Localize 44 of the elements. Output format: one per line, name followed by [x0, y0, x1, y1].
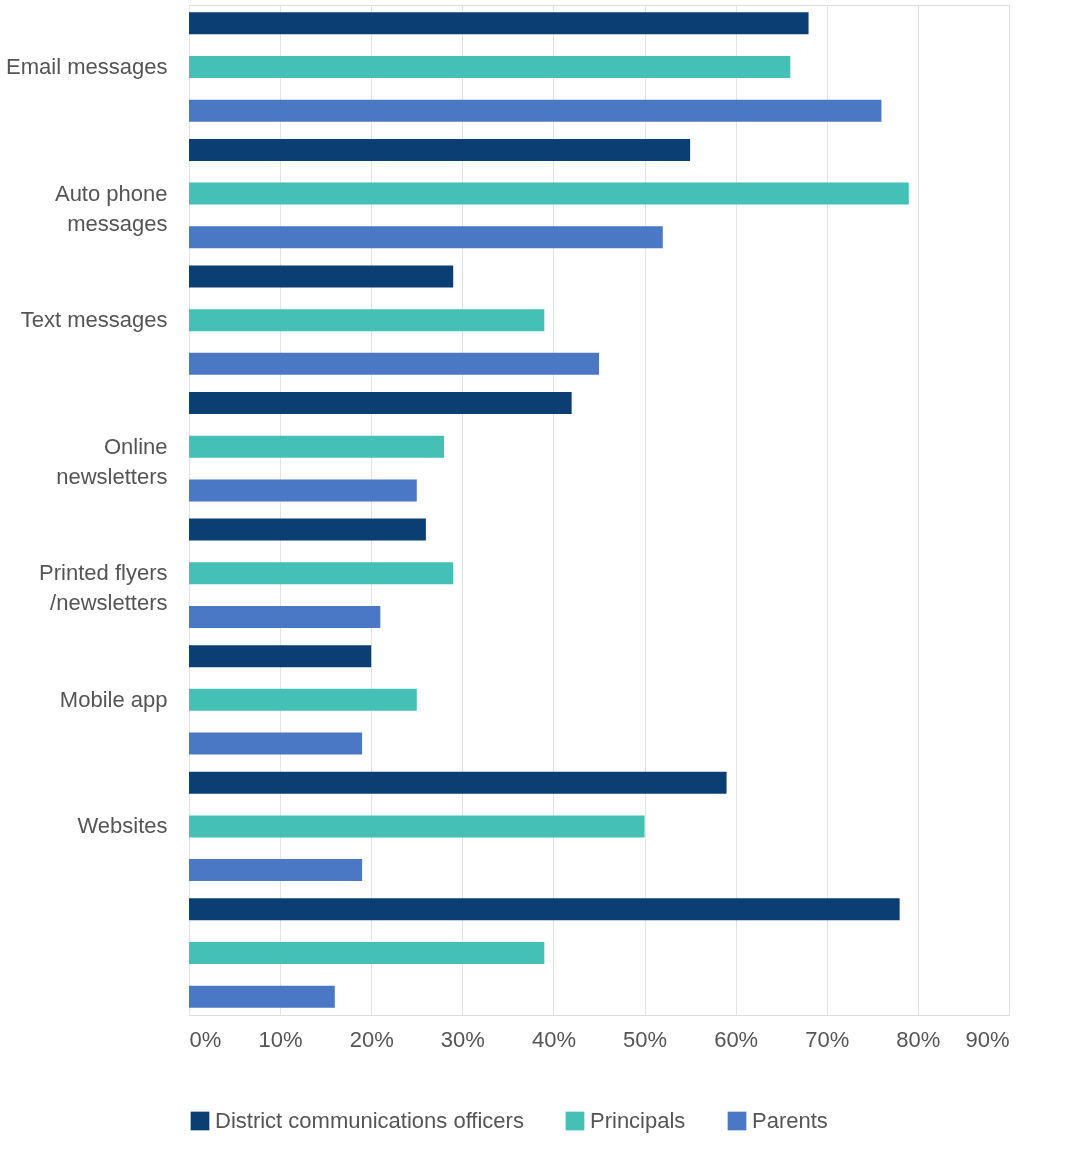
y-tick-label: Text messages	[20, 307, 168, 333]
bar	[189, 941, 545, 964]
bar	[189, 435, 445, 458]
bar	[189, 732, 363, 755]
y-tick-label: Auto phone messages	[54, 180, 168, 236]
bar	[189, 645, 372, 668]
x-tick-label: 50%	[623, 1026, 668, 1052]
bar	[189, 309, 545, 332]
bar	[189, 56, 791, 79]
bar	[189, 771, 727, 794]
bar	[189, 815, 645, 838]
legend-label: Parents	[752, 1108, 828, 1133]
y-tick-label: Mobile app	[59, 686, 168, 712]
bar	[189, 12, 809, 35]
y-tick-label: Email messages	[6, 54, 168, 80]
y-tick-label: Printed flyers /newsletters	[39, 560, 168, 616]
x-tick-label: 70%	[805, 1026, 850, 1052]
legend-label: District communications officers	[215, 1108, 524, 1133]
x-tick-label: 30%	[440, 1026, 485, 1052]
bar	[189, 859, 363, 882]
bar	[189, 392, 572, 415]
bar	[189, 518, 426, 541]
x-tick-label: 20%	[349, 1026, 394, 1052]
bar	[189, 898, 900, 921]
bar	[189, 182, 909, 205]
bar	[189, 226, 663, 249]
y-tick-label: Online newsletters	[56, 433, 168, 489]
x-tick-label: 80%	[896, 1026, 941, 1052]
y-tick-label: Websites	[77, 813, 168, 839]
x-tick-label: 60%	[714, 1026, 759, 1052]
bar	[189, 479, 417, 502]
x-tick-label: 10%	[258, 1026, 303, 1052]
bar	[189, 265, 454, 288]
bar	[189, 562, 454, 585]
x-tick-label: 90%	[965, 1026, 1010, 1052]
legend-label: Principals	[590, 1108, 686, 1133]
x-tick-label: 40%	[531, 1026, 576, 1052]
bar	[189, 138, 691, 161]
bar	[189, 688, 417, 711]
bar	[189, 605, 381, 628]
bar	[189, 352, 599, 375]
bar	[189, 985, 335, 1008]
x-tick-label: 0%	[189, 1026, 222, 1052]
bar	[189, 99, 882, 122]
